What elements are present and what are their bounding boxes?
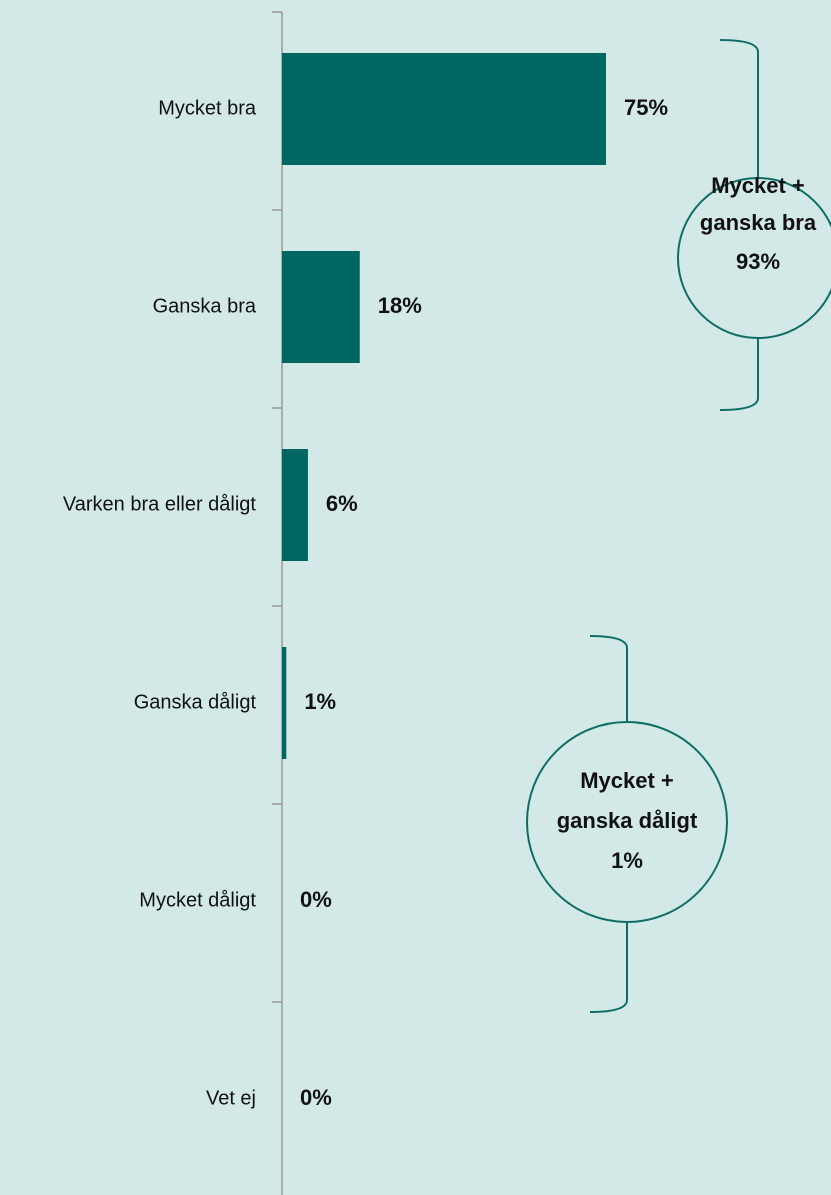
category-label: Varken bra eller dåligt <box>63 493 257 515</box>
value-label: 18% <box>378 293 422 318</box>
category-label: Ganska dåligt <box>134 691 257 713</box>
category-label: Ganska bra <box>153 295 257 317</box>
category-label: Vet ej <box>206 1087 256 1109</box>
value-label: 6% <box>326 491 358 516</box>
annotation-text: ganska bra <box>700 210 817 235</box>
annotation-text: 93% <box>736 249 780 274</box>
annotation-text: Mycket + <box>711 173 805 198</box>
value-label: 1% <box>304 689 336 714</box>
bar <box>282 647 287 759</box>
bar <box>282 53 606 165</box>
annotation-circle <box>677 177 831 339</box>
bracket <box>589 635 628 1013</box>
bar <box>282 449 308 561</box>
annotation-circle <box>526 721 728 923</box>
value-label: 0% <box>300 887 332 912</box>
bar <box>282 251 360 363</box>
bracket <box>719 39 759 411</box>
category-label: Mycket dåligt <box>139 889 256 911</box>
annotation-text: ganska dåligt <box>557 808 698 833</box>
value-label: 75% <box>624 95 668 120</box>
annotation-text: Mycket + <box>580 768 674 793</box>
value-label: 0% <box>300 1085 332 1110</box>
category-label: Mycket bra <box>158 97 257 119</box>
annotation-text: 1% <box>611 848 643 873</box>
